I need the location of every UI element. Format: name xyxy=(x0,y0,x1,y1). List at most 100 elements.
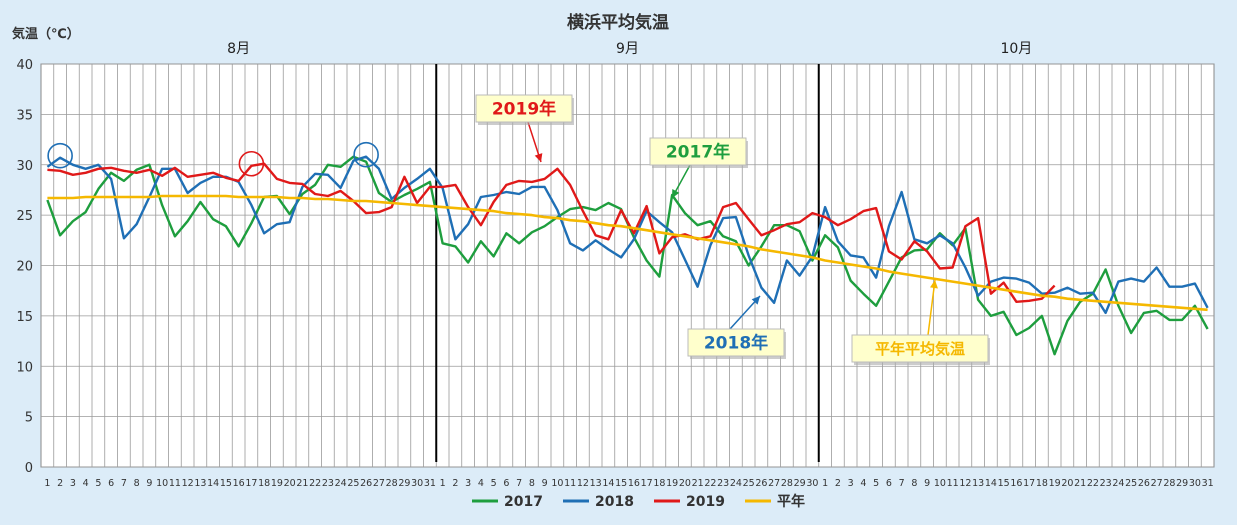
legend-item-2018: 2018 xyxy=(563,494,634,510)
x-tick-label: 21 xyxy=(692,478,704,489)
highlight-circle xyxy=(353,141,379,168)
y-tick-label: 40 xyxy=(16,58,33,73)
callout-arrow-head xyxy=(751,296,760,305)
x-tick-label: 30 xyxy=(1189,478,1201,489)
x-tick-label: 3 xyxy=(465,478,471,489)
y-tick-label: 25 xyxy=(16,209,33,224)
x-tick-label: 4 xyxy=(83,478,89,489)
x-tick-label: 12 xyxy=(182,478,194,489)
x-tick-label: 10 xyxy=(551,478,563,489)
x-axis-ticks: 1 2 3 4 5 6 7 8 9 10 11 12 13 14 15 16 17 18 19 20 21 22 23 24 2… xyxy=(44,478,1213,489)
grid-lines xyxy=(40,63,1215,468)
x-tick-label: 25 xyxy=(743,478,755,489)
y-tick-label: 20 xyxy=(16,260,33,275)
y-axis-label: 気温（℃） xyxy=(12,26,80,42)
series-callouts: 2019年 2017年 2018年 平年平均気温 xyxy=(475,94,990,365)
callout-平年: 平年平均気温 xyxy=(851,279,990,365)
month-label: 8月 xyxy=(227,41,250,57)
x-tick-label: 10 xyxy=(934,478,946,489)
series-line-2018 xyxy=(46,155,1209,315)
x-tick-label: 3 xyxy=(70,478,76,489)
x-tick-label: 15 xyxy=(220,478,232,489)
x-tick-label: 23 xyxy=(322,478,334,489)
x-tick-label: 5 xyxy=(491,478,497,489)
y-tick-label: 5 xyxy=(25,411,33,426)
x-tick-label: 29 xyxy=(398,478,410,489)
x-tick-label: 23 xyxy=(1100,478,1112,489)
callout-text: 2018年 xyxy=(704,333,768,354)
x-tick-label: 22 xyxy=(309,478,321,489)
y-tick-label: 15 xyxy=(16,310,33,325)
x-tick-label: 24 xyxy=(1112,478,1124,489)
x-tick-label: 18 xyxy=(258,478,270,489)
x-tick-label: 29 xyxy=(1176,478,1188,489)
x-tick-label: 20 xyxy=(284,478,296,489)
month-label: 9月 xyxy=(616,41,639,57)
y-axis-ticks: 0 5 10 15 20 25 30 35 40 xyxy=(16,58,33,476)
x-tick-label: 27 xyxy=(1151,478,1163,489)
x-tick-label: 26 xyxy=(360,478,372,489)
x-tick-label: 30 xyxy=(806,478,818,489)
x-tick-label: 19 xyxy=(1049,478,1061,489)
x-tick-label: 26 xyxy=(755,478,767,489)
x-tick-label: 4 xyxy=(860,478,866,489)
callout-box xyxy=(851,334,989,363)
x-tick-label: 17 xyxy=(1023,478,1035,489)
y-tick-label: 35 xyxy=(16,108,33,123)
x-tick-label: 17 xyxy=(245,478,257,489)
x-tick-label: 21 xyxy=(296,478,308,489)
x-tick-label: 3 xyxy=(848,478,854,489)
x-tick-label: 27 xyxy=(373,478,385,489)
x-tick-label: 22 xyxy=(704,478,716,489)
x-tick-label: 13 xyxy=(972,478,984,489)
x-tick-label: 19 xyxy=(271,478,283,489)
legend-label: 2018 xyxy=(595,494,634,510)
x-tick-label: 29 xyxy=(794,478,806,489)
month-labels: 8月 9月 10月 xyxy=(227,41,1032,57)
x-tick-label: 30 xyxy=(411,478,423,489)
x-tick-label: 13 xyxy=(590,478,602,489)
x-tick-label: 21 xyxy=(1074,478,1086,489)
x-tick-label: 1 xyxy=(44,478,50,489)
x-tick-label: 6 xyxy=(108,478,114,489)
x-tick-label: 11 xyxy=(947,478,959,489)
x-tick-label: 8 xyxy=(134,478,140,489)
x-tick-label: 2 xyxy=(57,478,63,489)
x-tick-label: 12 xyxy=(959,478,971,489)
x-tick-label: 20 xyxy=(1061,478,1073,489)
x-tick-label: 6 xyxy=(503,478,509,489)
chart-title: 横浜平均気温 xyxy=(567,12,669,33)
x-tick-label: 28 xyxy=(781,478,793,489)
x-tick-label: 16 xyxy=(233,478,245,489)
x-tick-label: 9 xyxy=(146,478,152,489)
series-line-平年 xyxy=(47,194,1208,312)
legend-label: 2019 xyxy=(686,494,725,510)
x-tick-label: 13 xyxy=(194,478,206,489)
x-tick-label: 9 xyxy=(924,478,930,489)
x-tick-label: 7 xyxy=(899,478,905,489)
x-tick-label: 12 xyxy=(577,478,589,489)
x-tick-label: 23 xyxy=(717,478,729,489)
x-tick-label: 5 xyxy=(873,478,879,489)
series-lines xyxy=(46,155,1209,356)
month-label: 10月 xyxy=(1000,41,1032,57)
callout-2019: 2019年 xyxy=(475,94,574,163)
legend-label: 2017 xyxy=(504,494,543,510)
callout-2018: 2018年 xyxy=(687,295,786,359)
highlight-circle xyxy=(47,142,73,169)
callout-arrow-head xyxy=(930,280,938,289)
series-line-2019 xyxy=(47,162,1056,303)
month-dividers xyxy=(435,64,820,462)
y-tick-label: 10 xyxy=(16,360,33,375)
x-tick-label: 11 xyxy=(169,478,181,489)
callout-arrow-head xyxy=(534,153,543,162)
x-tick-label: 14 xyxy=(985,478,997,489)
x-tick-label: 31 xyxy=(1202,478,1214,489)
legend-item-2019: 2019 xyxy=(654,494,725,510)
x-tick-label: 15 xyxy=(615,478,627,489)
x-tick-label: 28 xyxy=(1163,478,1175,489)
x-tick-label: 16 xyxy=(1010,478,1022,489)
x-tick-label: 26 xyxy=(1138,478,1150,489)
callout-arrow-line xyxy=(927,279,936,336)
